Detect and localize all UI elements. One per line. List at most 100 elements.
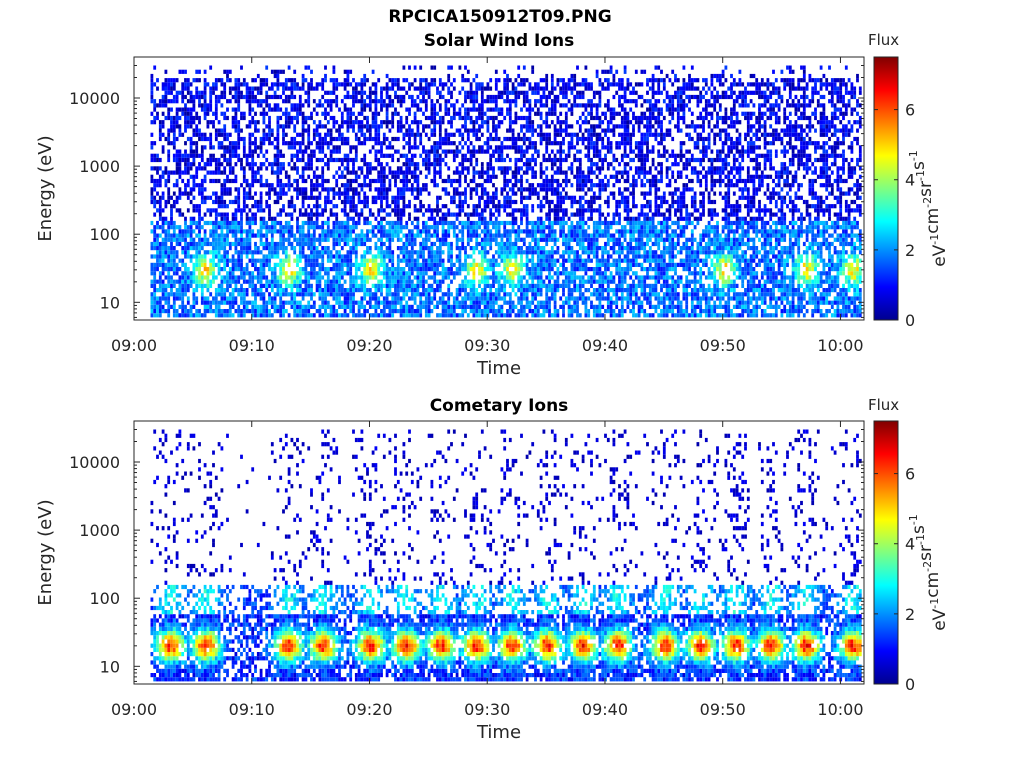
heatmap-cell <box>290 86 294 91</box>
heatmap-cell <box>500 90 504 95</box>
heatmap-cell <box>242 313 246 318</box>
heatmap-cell <box>388 233 392 238</box>
heatmap-cell <box>262 78 266 83</box>
heatmap-cell <box>198 90 201 95</box>
heatmap-cell <box>357 262 361 267</box>
heatmap-cell <box>167 115 171 121</box>
heatmap-cell <box>396 204 400 209</box>
heatmap-cell <box>178 229 182 234</box>
heatmap-cell <box>388 94 392 100</box>
heatmap-cell <box>248 124 252 129</box>
heatmap-cell <box>203 69 207 74</box>
heatmap-cell <box>209 309 213 314</box>
heatmap-cell <box>284 191 288 196</box>
heatmap-cell <box>357 304 361 309</box>
heatmap-cell <box>223 187 227 192</box>
heatmap-cell <box>472 208 476 213</box>
heatmap-cell <box>408 86 411 91</box>
heatmap-cell <box>441 309 445 314</box>
heatmap-cell <box>455 212 459 217</box>
heatmap-cell <box>175 233 179 238</box>
heatmap-cell <box>150 187 154 192</box>
heatmap-cell <box>195 141 199 146</box>
heatmap-cell <box>301 279 305 284</box>
heatmap-cell <box>517 271 521 276</box>
heatmap-cell <box>385 288 389 293</box>
heatmap-cell <box>480 237 484 242</box>
heatmap-cell <box>265 254 269 259</box>
heatmap-cell <box>164 241 168 247</box>
heatmap-cell <box>419 204 423 209</box>
heatmap-cell <box>422 304 425 309</box>
heatmap-cell <box>164 170 168 175</box>
heatmap-cell <box>234 275 238 280</box>
heatmap-cell <box>150 86 154 91</box>
heatmap-cell <box>212 191 215 196</box>
heatmap-cell <box>380 246 383 251</box>
heatmap-cell <box>475 262 479 267</box>
heatmap-cell <box>158 99 162 104</box>
heatmap-cell <box>430 145 434 150</box>
heatmap-cell <box>231 149 235 154</box>
heatmap-cell <box>301 313 305 318</box>
heatmap-cell <box>282 82 285 87</box>
heatmap-cell <box>522 237 526 242</box>
heatmap-cell <box>234 78 238 83</box>
heatmap-cell <box>444 153 448 158</box>
heatmap-cell <box>290 300 294 305</box>
heatmap-cell <box>324 292 327 297</box>
heatmap-cell <box>212 229 215 234</box>
heatmap-cell <box>242 166 246 171</box>
heatmap-cell <box>329 309 333 314</box>
heatmap-cell <box>374 136 378 142</box>
heatmap-cell <box>186 124 190 129</box>
heatmap-cell <box>324 178 327 184</box>
heatmap-cell <box>374 300 378 305</box>
heatmap-cell <box>195 267 199 272</box>
heatmap-cell <box>497 212 501 217</box>
heatmap-cell <box>427 90 431 95</box>
heatmap-cell <box>511 275 515 280</box>
heatmap-cell <box>237 145 241 150</box>
heatmap-cell <box>408 271 411 276</box>
heatmap-cell <box>391 275 395 280</box>
heatmap-cell <box>354 275 358 280</box>
heatmap-cell <box>220 141 224 146</box>
heatmap-cell <box>170 267 173 272</box>
heatmap-cell <box>503 199 507 205</box>
heatmap-cell <box>175 250 179 255</box>
heatmap-cell <box>368 124 372 129</box>
heatmap-cell <box>492 279 495 284</box>
heatmap-cell <box>492 153 495 158</box>
heatmap-cell <box>399 300 403 305</box>
heatmap-cell <box>150 78 154 83</box>
heatmap-cell <box>212 309 215 314</box>
heatmap-cell <box>192 229 196 234</box>
heatmap-cell <box>472 149 476 154</box>
heatmap-cell <box>290 216 294 221</box>
heatmap-cell <box>394 174 397 179</box>
heatmap-cell <box>492 262 495 267</box>
heatmap-cell <box>343 103 347 108</box>
heatmap-cell <box>405 178 409 184</box>
heatmap-cell <box>422 145 425 150</box>
heatmap-cell <box>200 241 204 247</box>
heatmap-cell <box>494 237 498 242</box>
heatmap-cell <box>366 309 369 314</box>
heatmap-cell <box>343 86 347 91</box>
heatmap-cell <box>343 204 347 209</box>
heatmap-cell <box>396 300 400 305</box>
heatmap-cell <box>273 292 277 297</box>
heatmap-cell <box>175 313 179 318</box>
heatmap-cell <box>388 313 392 318</box>
heatmap-cell <box>349 107 353 112</box>
heatmap-cell <box>346 153 350 158</box>
heatmap-cell <box>374 271 378 276</box>
heatmap-cell <box>161 250 165 255</box>
heatmap-cell <box>242 292 246 297</box>
heatmap-cell <box>178 149 182 154</box>
heatmap-cell <box>343 220 347 226</box>
heatmap-cell <box>265 199 269 205</box>
x-axis-label-solar-wind: Time <box>476 358 522 379</box>
heatmap-cell <box>416 124 420 129</box>
